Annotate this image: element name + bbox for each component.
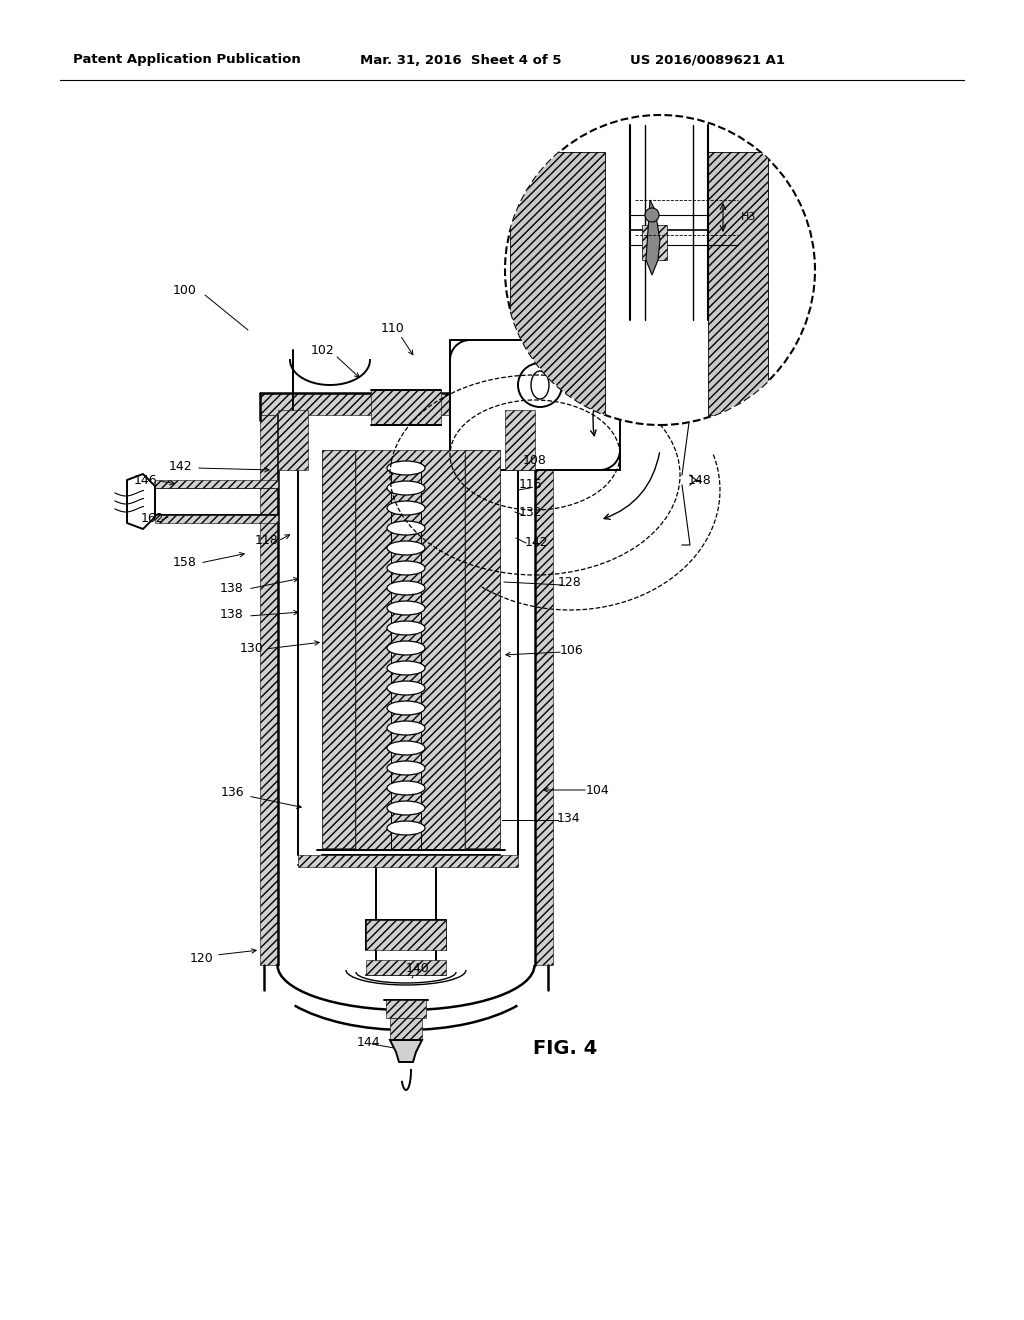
Ellipse shape: [531, 371, 549, 399]
Polygon shape: [646, 201, 660, 275]
Bar: [260, 393, 553, 414]
Text: 106: 106: [560, 644, 584, 656]
Ellipse shape: [387, 541, 425, 554]
Bar: [390, 1018, 422, 1040]
Text: 136: 136: [220, 785, 244, 799]
Text: 100: 100: [173, 284, 197, 297]
Bar: [708, 152, 768, 414]
Text: 108: 108: [523, 454, 547, 466]
Text: 120: 120: [190, 952, 214, 965]
Text: Mar. 31, 2016  Sheet 4 of 5: Mar. 31, 2016 Sheet 4 of 5: [360, 54, 561, 66]
Text: 134: 134: [556, 812, 580, 825]
Bar: [510, 152, 605, 414]
Text: 158: 158: [173, 556, 197, 569]
Ellipse shape: [387, 601, 425, 615]
Text: US 2016/0089621 A1: US 2016/0089621 A1: [630, 54, 785, 66]
Text: 144: 144: [356, 1035, 380, 1048]
Text: 118: 118: [255, 533, 279, 546]
Bar: [260, 414, 278, 965]
Ellipse shape: [387, 781, 425, 795]
Circle shape: [518, 363, 562, 407]
Bar: [505, 411, 535, 470]
Text: 110: 110: [381, 322, 404, 334]
Ellipse shape: [387, 502, 425, 515]
Ellipse shape: [387, 821, 425, 836]
Bar: [322, 450, 500, 850]
Text: 104: 104: [586, 784, 610, 796]
Ellipse shape: [387, 741, 425, 755]
Bar: [366, 920, 446, 950]
Text: 132: 132: [518, 507, 542, 520]
Bar: [366, 960, 446, 975]
Ellipse shape: [387, 581, 425, 595]
Bar: [322, 450, 355, 847]
Ellipse shape: [387, 762, 425, 775]
Ellipse shape: [387, 620, 425, 635]
Text: 130: 130: [240, 642, 264, 655]
Bar: [155, 515, 278, 523]
Bar: [278, 411, 308, 470]
Text: 116: 116: [518, 479, 542, 491]
Text: 148: 148: [688, 474, 712, 487]
Text: H3: H3: [741, 213, 757, 223]
Ellipse shape: [387, 642, 425, 655]
Ellipse shape: [387, 701, 425, 715]
Text: 146: 146: [133, 474, 157, 487]
Ellipse shape: [387, 801, 425, 814]
Ellipse shape: [387, 661, 425, 675]
Bar: [642, 224, 667, 260]
Bar: [298, 855, 518, 867]
Circle shape: [505, 115, 815, 425]
Ellipse shape: [387, 521, 425, 535]
Bar: [155, 480, 278, 488]
Text: 128: 128: [558, 577, 582, 590]
Text: 164: 164: [676, 186, 699, 199]
Text: W3: W3: [607, 335, 625, 345]
Text: 162: 162: [140, 511, 164, 524]
Text: 138: 138: [220, 582, 244, 594]
Text: 138: 138: [220, 609, 244, 622]
Text: Patent Application Publication: Patent Application Publication: [73, 54, 301, 66]
Ellipse shape: [387, 480, 425, 495]
Ellipse shape: [387, 681, 425, 696]
Bar: [450, 341, 620, 470]
Polygon shape: [127, 474, 155, 529]
Text: 142: 142: [524, 536, 548, 549]
Text: 142: 142: [168, 459, 191, 473]
Bar: [371, 389, 441, 425]
Ellipse shape: [387, 461, 425, 475]
Bar: [535, 414, 553, 965]
Text: 102: 102: [311, 343, 335, 356]
Bar: [386, 1001, 426, 1018]
Ellipse shape: [387, 561, 425, 576]
Text: FIG. 4: FIG. 4: [532, 1039, 597, 1057]
Text: 140: 140: [407, 961, 430, 974]
Ellipse shape: [387, 721, 425, 735]
Bar: [465, 450, 500, 847]
Circle shape: [645, 209, 659, 222]
Polygon shape: [390, 1040, 422, 1063]
